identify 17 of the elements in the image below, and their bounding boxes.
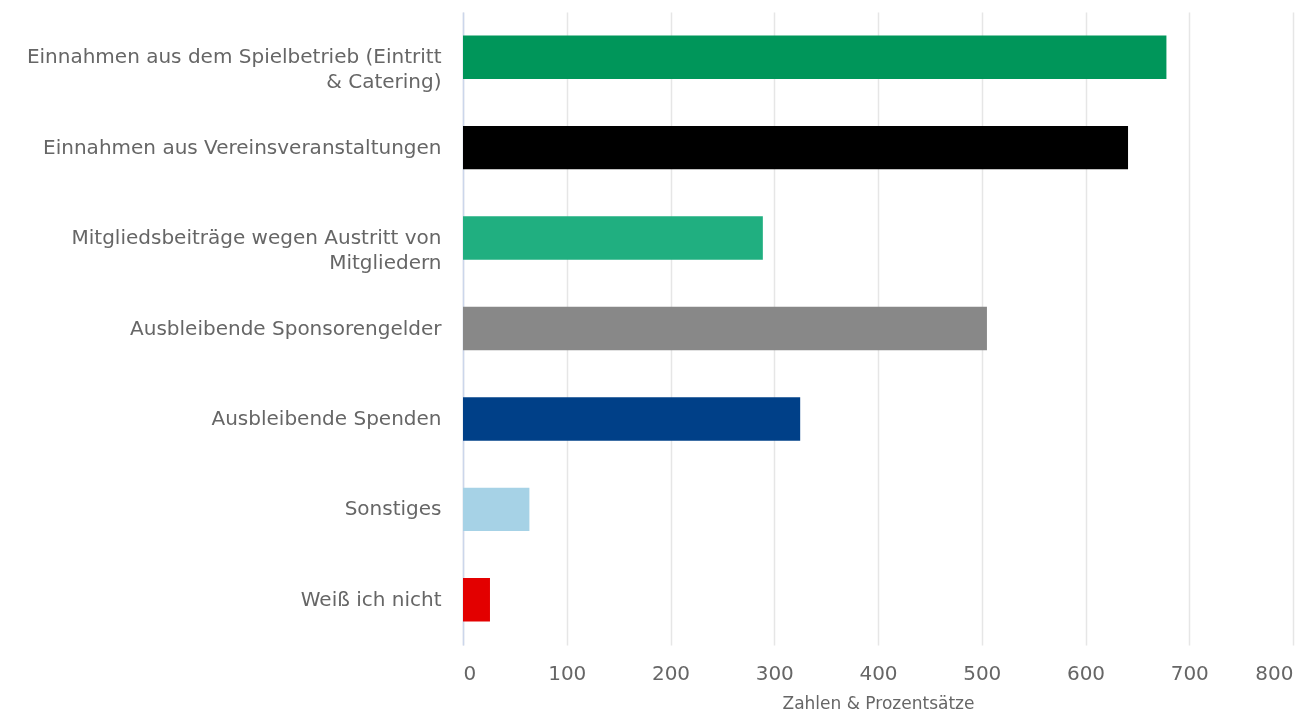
x-tick-label: 700 — [1170, 660, 1209, 685]
x-axis-title: Zahlen & Prozentsätze — [782, 692, 975, 713]
x-tick-label: 600 — [1066, 660, 1106, 685]
y-tick-label: Ausbleibende Spenden — [211, 405, 442, 430]
x-tick-label: 800 — [1255, 660, 1294, 685]
x-tick-label: 300 — [755, 660, 794, 685]
y-tick-label: Sonstiges — [344, 496, 442, 521]
y-tick-label: Einnahmen aus Vereinsveranstaltungen — [43, 134, 442, 159]
y-tick-label: Weiß ich nicht — [300, 586, 442, 611]
x-tick-label: 100 — [548, 660, 587, 685]
y-tick-label: Ausbleibende Sponsorengelder — [130, 315, 443, 340]
x-tick-label: 400 — [859, 660, 898, 685]
y-tick-label: Mitgliedsbeiträge wegen Austritt von Mitgliedern — [71, 225, 442, 275]
x-tick-label: 500 — [963, 660, 1002, 685]
x-tick-label: 0 — [463, 660, 477, 685]
y-tick-label: Einnahmen aus dem Spielbetrieb (Eintritt & Catering) — [26, 44, 442, 94]
x-tick-label: 200 — [651, 660, 691, 685]
